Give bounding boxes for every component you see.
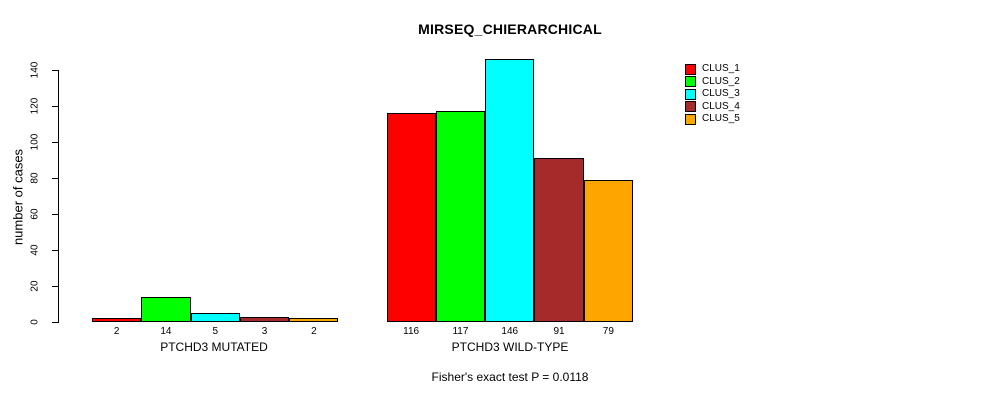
bar-value-label: 14	[160, 326, 172, 337]
legend-item-clus_1: CLUS_1	[685, 63, 740, 76]
y-tick-mark	[52, 249, 59, 251]
bar-value-label: 5	[212, 326, 219, 337]
bar-value-label: 2	[311, 326, 317, 337]
legend-item-clus_4: CLUS_4	[685, 101, 740, 114]
bar-value-label: 117	[452, 326, 469, 337]
legend-item-clus_5: CLUS_5	[685, 113, 740, 126]
bar-clus_5-group1	[289, 318, 339, 322]
legend: CLUS_1 CLUS_2 CLUS_3 CLUS_4 CLUS_5	[685, 63, 740, 126]
y-tick-label: 120	[29, 97, 41, 115]
x-group-label-mutated: PTCHD3 MUTATED	[160, 340, 268, 354]
bar-clus_1-group1	[92, 318, 142, 322]
y-tick-mark	[52, 105, 59, 107]
bar-clus_4-group2	[534, 158, 584, 322]
bar-value-label: 116	[403, 326, 420, 337]
y-tick-mark	[52, 69, 59, 71]
y-tick-label: 60	[29, 208, 41, 220]
y-tick-label: 100	[29, 133, 41, 151]
y-axis-line	[58, 70, 59, 323]
chart-title: MIRSEQ_CHIERARCHICAL	[418, 21, 602, 37]
legend-color-swatch	[685, 101, 696, 113]
legend-color-swatch	[685, 113, 696, 125]
legend-label: CLUS_4	[702, 100, 740, 112]
y-tick-mark	[52, 321, 59, 323]
bar-clus_1-group2	[386, 113, 436, 322]
bar-value-label: 2	[113, 326, 120, 337]
legend-label: CLUS_3	[702, 88, 740, 100]
legend-item-clus_2: CLUS_2	[685, 76, 740, 89]
bar-clus_3-group2	[485, 59, 535, 322]
legend-color-swatch	[685, 88, 696, 100]
bar-clus_2-group2	[435, 111, 486, 322]
legend-item-clus_3: CLUS_3	[685, 88, 740, 101]
y-tick-label: 80	[29, 172, 41, 184]
bar-value-label: 3	[261, 326, 268, 337]
y-tick-label: 20	[29, 280, 41, 292]
y-tick-mark	[52, 177, 59, 179]
x-group-label-wildtype: PTCHD3 WILD-TYPE	[451, 340, 569, 354]
annotation-text: Fisher's exact test P = 0.0118	[431, 370, 589, 384]
y-axis-label: number of cases	[10, 148, 26, 246]
y-tick-label: 140	[29, 61, 41, 79]
bar-value-label: 91	[553, 326, 565, 337]
legend-label: CLUS_2	[702, 75, 740, 87]
bar-value-label: 79	[602, 326, 614, 337]
bar-value-label: 146	[501, 326, 519, 337]
y-tick-mark	[52, 213, 59, 215]
legend-color-swatch	[685, 63, 696, 75]
bar-clus_5-group2	[583, 179, 633, 322]
bar-clus_2-group1	[141, 296, 191, 322]
bar-clus_3-group1	[190, 313, 240, 322]
legend-color-swatch	[685, 76, 696, 88]
bar-clus_4-group1	[239, 316, 290, 322]
y-tick-label: 0	[29, 319, 41, 325]
legend-label: CLUS_1	[702, 63, 740, 75]
y-tick-mark	[52, 141, 59, 143]
y-tick-label: 40	[29, 244, 41, 256]
y-tick-mark	[52, 285, 59, 287]
legend-label: CLUS_5	[702, 113, 740, 125]
